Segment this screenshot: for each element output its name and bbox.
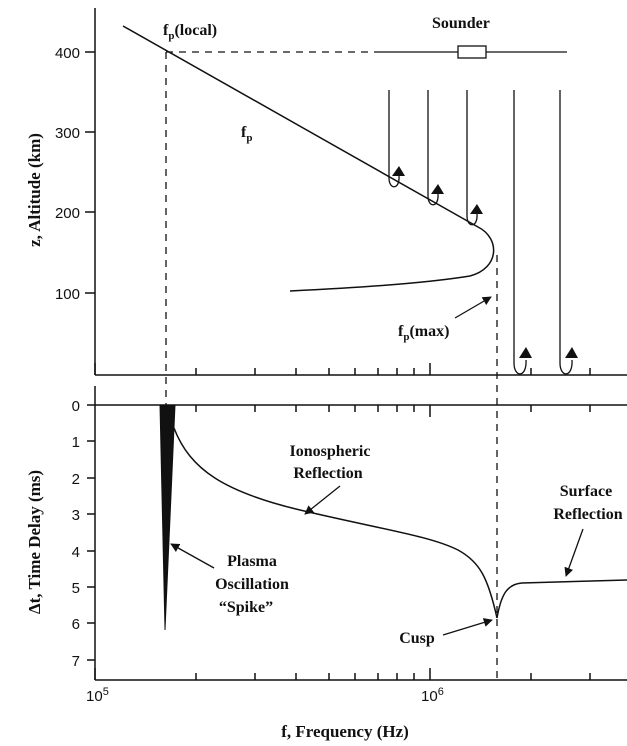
ray-path bbox=[388, 90, 400, 188]
surface-reflection-label-line2: Reflection bbox=[553, 506, 622, 523]
surface-reflection-label-line1: Surface bbox=[560, 483, 612, 500]
plasma-frequency-profile-curve bbox=[122, 25, 495, 292]
top-y-ticks bbox=[85, 51, 95, 294]
ionospheric-reflection-label-line2: Reflection bbox=[293, 465, 362, 482]
ionospheric-reflection-curve bbox=[173, 427, 498, 619]
ray-path bbox=[466, 90, 478, 226]
surface-reflection-curve bbox=[496, 579, 627, 619]
bottom-y-tick-label: 4 bbox=[72, 544, 80, 561]
surface-ray-arrows bbox=[519, 347, 578, 358]
ray-arrow bbox=[470, 204, 483, 214]
ray-arrow bbox=[431, 184, 444, 194]
fp-max-arrow bbox=[454, 296, 492, 319]
ionosphere-ray-paths bbox=[388, 90, 478, 226]
plasma-oscillation-arrow bbox=[170, 543, 215, 569]
fp-max-label: fp(max) bbox=[398, 323, 449, 343]
bottom-y-tick-label: 3 bbox=[72, 507, 80, 524]
plasma-oscillation-label-line3: “Spike” bbox=[219, 599, 273, 616]
sounder-label: Sounder bbox=[432, 15, 490, 32]
plasma-oscillation-label-line2: Oscillation bbox=[215, 576, 289, 593]
bottom-y-tick-label: 5 bbox=[72, 580, 80, 597]
ray-path bbox=[513, 90, 527, 375]
bottom-y-tick-label: 0 bbox=[72, 398, 80, 415]
bottom-panel: 0 1 2 3 4 5 6 7 bbox=[25, 386, 627, 741]
plasma-oscillation-spike bbox=[159, 404, 176, 631]
bottom-y-tick-label: 7 bbox=[72, 653, 80, 670]
cusp-label: Cusp bbox=[399, 630, 435, 647]
sounder-icon bbox=[457, 45, 487, 59]
fp-label: fp bbox=[241, 124, 252, 144]
fp-local-label: fp(local) bbox=[163, 22, 217, 42]
plasma-oscillation-label-line1: Plasma bbox=[227, 553, 277, 570]
ray-path bbox=[427, 90, 439, 206]
top-panel: 100 200 300 400 z, Altitude (km) bbox=[25, 8, 627, 680]
bottom-y-ticks bbox=[87, 404, 95, 661]
bottom-top-x-ticks bbox=[195, 405, 591, 417]
top-x-ticks bbox=[94, 363, 591, 375]
top-y-tick-label: 400 bbox=[55, 45, 80, 62]
ionospheric-reflection-arrow bbox=[304, 485, 341, 515]
ionosphere-ray-arrows bbox=[392, 166, 483, 214]
x-tick-label-1e6: 106 bbox=[421, 686, 444, 705]
top-y-tick-label: 200 bbox=[55, 205, 80, 222]
surface-ray-paths bbox=[513, 90, 573, 375]
x-tick-label-1e5: 105 bbox=[86, 686, 109, 705]
ray-arrow bbox=[392, 166, 405, 176]
bottom-y-axis-title: Δt, Time Delay (ms) bbox=[25, 470, 44, 614]
bottom-x-ticks bbox=[94, 668, 591, 680]
top-y-axis-title: z, Altitude (km) bbox=[25, 133, 44, 247]
ray-arrow bbox=[519, 347, 532, 358]
x-axis-title: f, Frequency (Hz) bbox=[281, 722, 409, 741]
bottom-y-tick-label: 6 bbox=[72, 616, 80, 633]
cusp-arrow bbox=[442, 618, 493, 636]
bottom-y-tick-label: 2 bbox=[72, 471, 80, 488]
top-y-tick-label: 300 bbox=[55, 125, 80, 142]
ray-arrow bbox=[565, 347, 578, 358]
ray-path bbox=[559, 90, 573, 375]
surface-reflection-arrow bbox=[564, 528, 584, 577]
top-y-tick-label: 100 bbox=[55, 286, 80, 303]
bottom-y-tick-label: 1 bbox=[72, 434, 80, 451]
ionospheric-reflection-label-line1: Ionospheric bbox=[290, 443, 371, 460]
